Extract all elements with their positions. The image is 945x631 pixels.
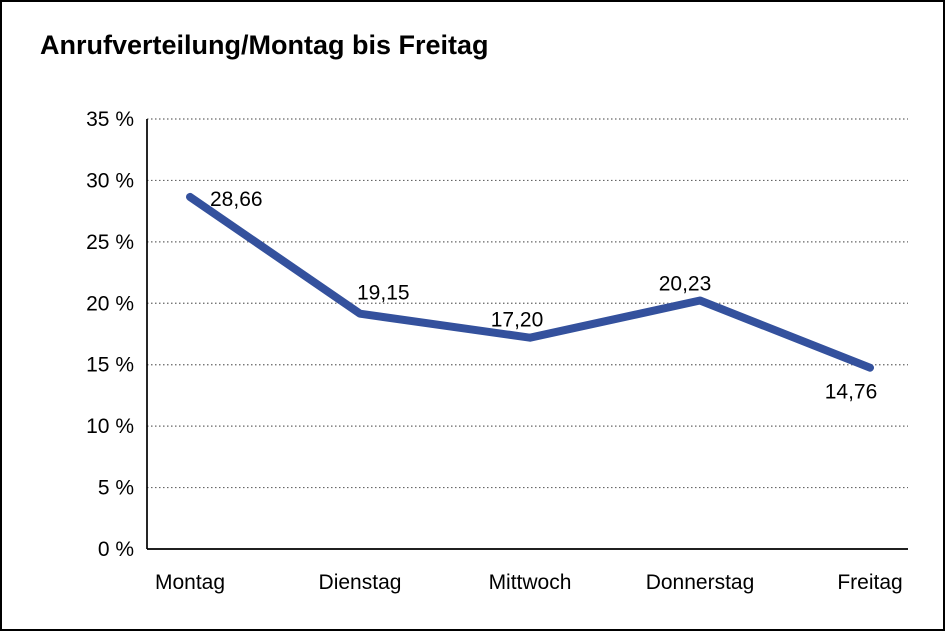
data-point-label: 17,20 [491,309,544,332]
x-axis-category-label: Donnerstag [646,571,755,594]
data-point-label: 19,15 [357,282,410,305]
y-axis-tick-label: 0 % [98,538,134,561]
data-point-label: 20,23 [659,272,712,295]
chart-title: Anrufverteilung/Montag bis Freitag [40,30,489,60]
data-point-label: 14,76 [825,381,878,404]
y-axis-tick-label: 25 % [86,231,134,254]
y-axis-tick-label: 10 % [86,415,134,438]
x-axis-category-label: Freitag [837,571,902,594]
x-axis-category-label: Mittwoch [489,571,572,594]
y-axis-tick-label: 30 % [86,169,134,192]
data-point-label: 28,66 [210,188,263,211]
y-axis-tick-label: 5 % [98,477,134,500]
data-series-line [186,192,874,372]
y-axis-tick-label: 15 % [86,354,134,377]
x-axis-category-label: Montag [155,571,225,594]
y-axis-tick-label: 20 % [86,292,134,315]
y-axis-tick-label: 35 % [86,108,134,131]
x-axis-category-label: Dienstag [319,571,402,594]
